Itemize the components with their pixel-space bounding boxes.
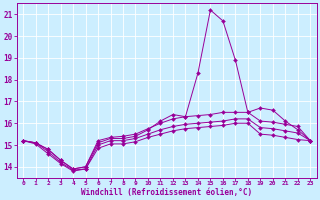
X-axis label: Windchill (Refroidissement éolien,°C): Windchill (Refroidissement éolien,°C) — [81, 188, 252, 197]
